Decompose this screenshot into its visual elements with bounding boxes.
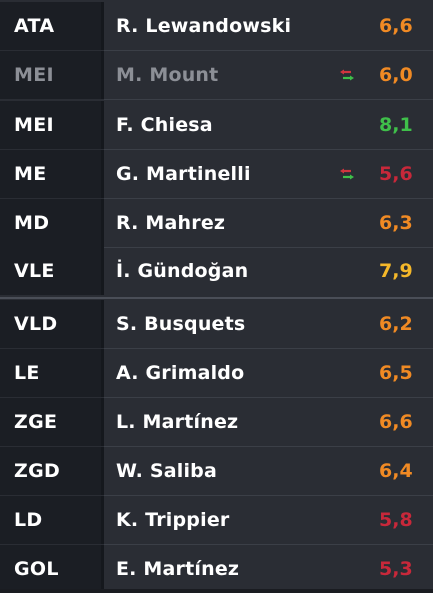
player-name: A. Grimaldo — [116, 362, 245, 384]
player-name: İ. Gündoğan — [116, 260, 249, 282]
player-row[interactable]: MD R. Mahrez 6,3 — [0, 199, 433, 247]
player-position: ATA — [0, 2, 104, 50]
player-name: R. Mahrez — [116, 212, 226, 234]
player-row[interactable]: ZGE L. Martínez 6,6 — [0, 398, 433, 446]
player-row[interactable]: VLE İ. Gündoğan 7,9 — [0, 247, 433, 295]
player-position: ZGE — [0, 398, 104, 446]
player-rating: 6,5 — [379, 362, 413, 384]
player-position: MEI — [0, 101, 104, 149]
row-divider — [104, 198, 433, 199]
player-row[interactable]: ME G. Martinelli 5,6 — [0, 150, 433, 198]
player-position: VLE — [0, 247, 104, 295]
player-row[interactable]: VLD S. Busquets 6,2 — [0, 300, 433, 348]
player-rating: 5,8 — [379, 509, 413, 531]
player-name: M. Mount — [116, 64, 219, 86]
player-position: MD — [0, 199, 104, 247]
player-row[interactable]: MEI F. Chiesa 8,1 — [0, 101, 433, 149]
row-divider — [104, 544, 433, 545]
player-position: MEI — [0, 51, 104, 99]
player-position: VLD — [0, 300, 104, 348]
player-rating: 6,6 — [379, 15, 413, 37]
player-rating: 6,6 — [379, 411, 413, 433]
player-row[interactable]: GOL E. Martínez 5,3 — [0, 545, 433, 593]
player-position: LD — [0, 496, 104, 544]
player-name: W. Saliba — [116, 460, 217, 482]
player-name: L. Martínez — [116, 411, 239, 433]
player-rating: 5,6 — [379, 163, 413, 185]
substitution-arrows-icon — [337, 167, 357, 181]
player-rating: 6,4 — [379, 460, 413, 482]
player-position: GOL — [0, 545, 104, 593]
substitution-arrows-icon — [337, 68, 357, 82]
player-rating: 5,3 — [379, 558, 413, 580]
row-divider — [104, 348, 433, 349]
player-row[interactable]: MEI M. Mount 6,0 — [0, 51, 433, 99]
player-name: K. Trippier — [116, 509, 230, 531]
player-rating: 6,3 — [379, 212, 413, 234]
player-name: S. Busquets — [116, 313, 246, 335]
player-position: LE — [0, 349, 104, 397]
row-divider — [104, 50, 433, 51]
player-name: R. Lewandowski — [116, 15, 292, 37]
table-bottom-edge — [0, 589, 433, 593]
row-divider — [0, 297, 433, 299]
player-position: ZGD — [0, 447, 104, 495]
player-name: E. Martínez — [116, 558, 240, 580]
player-name: G. Martinelli — [116, 163, 251, 185]
player-row[interactable]: LE A. Grimaldo 6,5 — [0, 349, 433, 397]
player-name: F. Chiesa — [116, 114, 213, 136]
player-rating: 6,0 — [379, 64, 413, 86]
player-row[interactable]: ZGD W. Saliba 6,4 — [0, 447, 433, 495]
row-divider — [104, 149, 433, 150]
row-divider — [104, 495, 433, 496]
player-row[interactable]: ATA R. Lewandowski 6,6 — [0, 2, 433, 50]
row-divider — [104, 247, 433, 248]
player-rating: 6,2 — [379, 313, 413, 335]
row-divider — [104, 99, 433, 100]
player-rating: 7,9 — [379, 260, 413, 282]
player-rating: 8,1 — [379, 114, 413, 136]
player-row[interactable]: LD K. Trippier 5,8 — [0, 496, 433, 544]
player-position: ME — [0, 150, 104, 198]
row-divider — [104, 397, 433, 398]
row-divider — [104, 446, 433, 447]
